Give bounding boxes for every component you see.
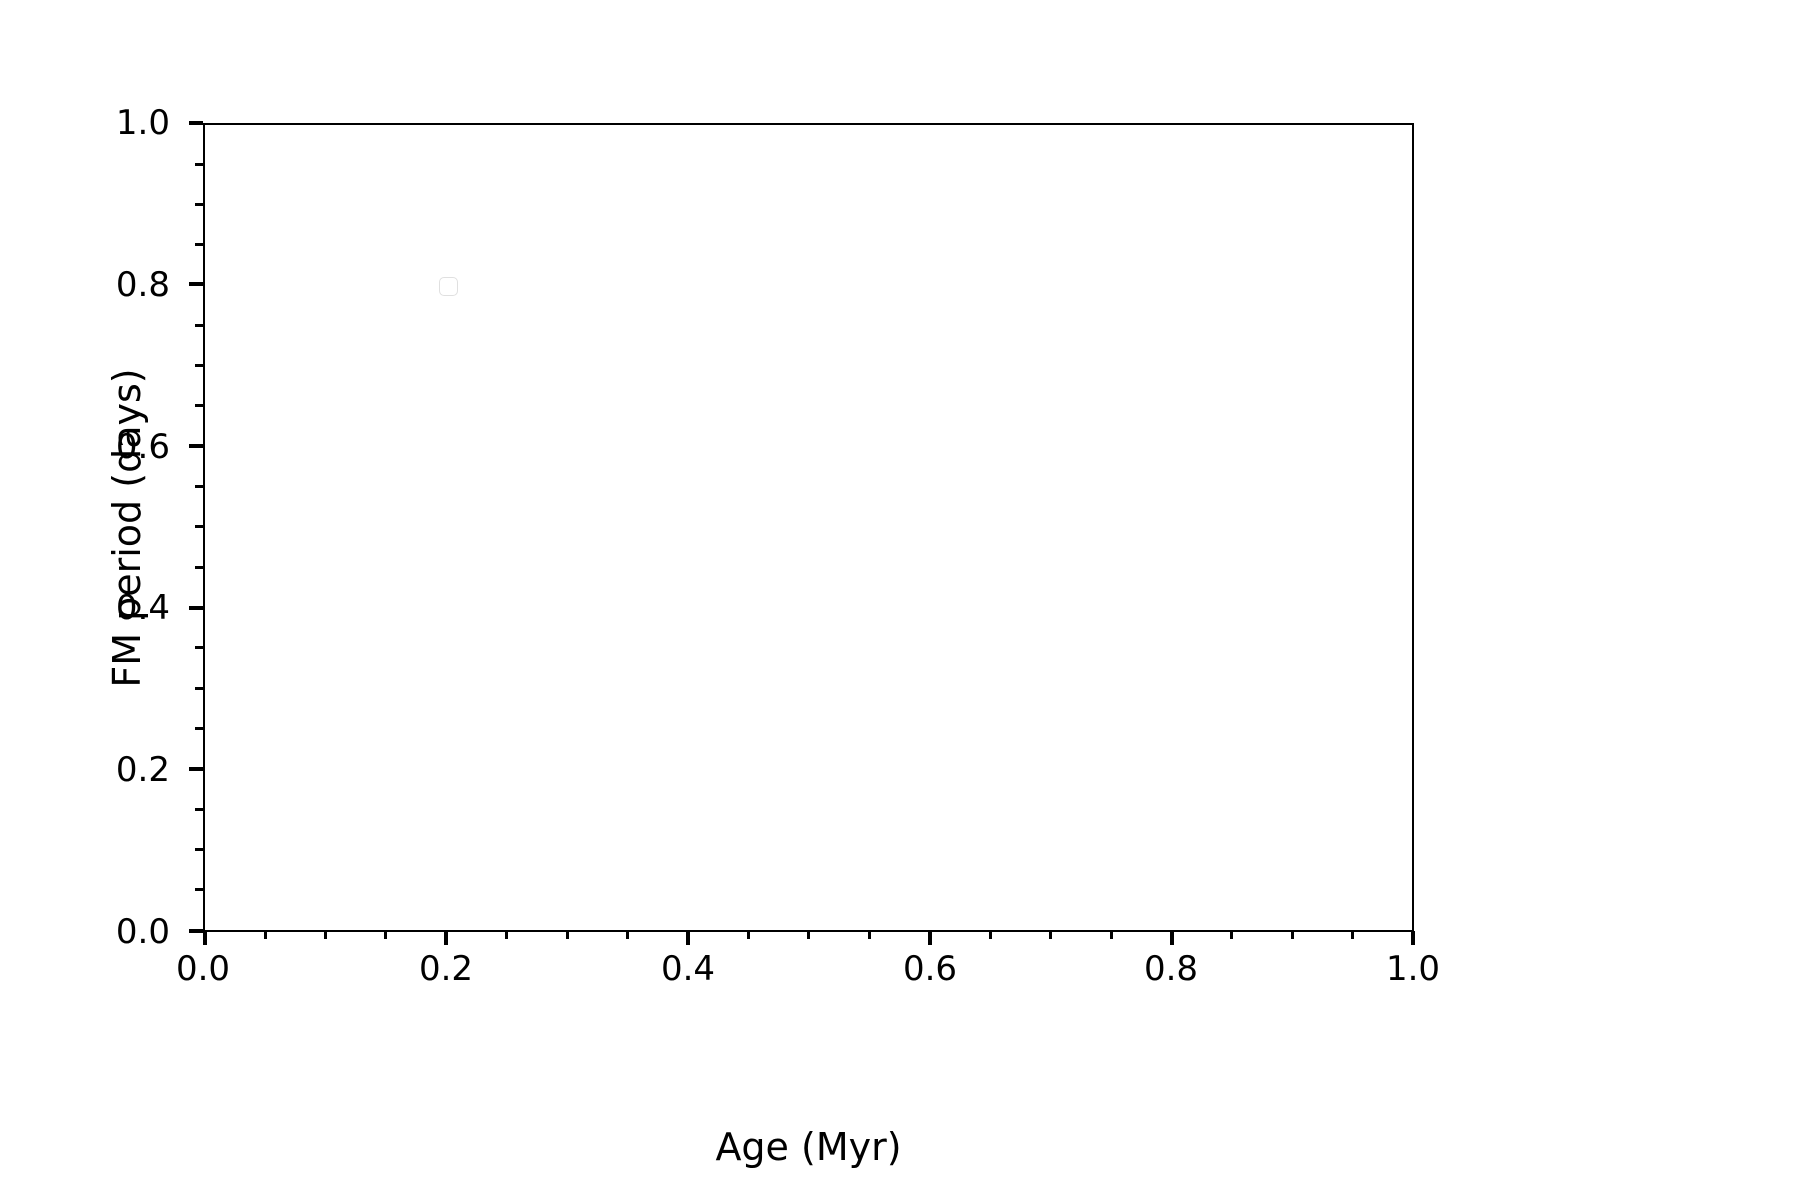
x-axis-minor-tick [1291, 931, 1294, 939]
x-axis-minor-tick [264, 931, 267, 939]
y-axis-tick-label: 0.4 [115, 588, 170, 628]
x-axis-minor-tick [384, 931, 387, 939]
x-axis-tick-label: 0.8 [1143, 949, 1199, 989]
x-axis-minor-tick [1110, 931, 1113, 939]
y-axis-tick-label: 0.8 [115, 265, 170, 305]
x-axis-tick-label: 0.2 [418, 949, 474, 989]
x-axis-minor-tick [505, 931, 508, 939]
y-axis-major-tick [189, 929, 203, 933]
x-axis-minor-tick [1351, 931, 1354, 939]
y-axis-label: FM period (days) [105, 368, 149, 688]
y-axis-minor-tick [195, 203, 203, 206]
x-axis-tick-label: 0.0 [175, 949, 231, 989]
x-axis-minor-tick [626, 931, 629, 939]
y-axis-tick-label: 0.6 [115, 427, 170, 467]
x-axis-major-tick [1411, 931, 1415, 945]
y-axis-minor-tick [195, 646, 203, 649]
y-axis-minor-tick [195, 485, 203, 488]
y-axis-tick-label: 0.2 [115, 750, 170, 790]
y-axis-minor-tick [195, 525, 203, 528]
y-axis-major-tick [189, 121, 203, 125]
plot-data-area [205, 125, 1412, 930]
y-axis-major-tick [189, 606, 203, 610]
y-axis-minor-tick [195, 808, 203, 811]
y-axis-minor-tick [195, 324, 203, 327]
y-axis-minor-tick [195, 727, 203, 730]
x-axis-major-tick [1170, 931, 1174, 945]
x-axis-minor-tick [807, 931, 810, 939]
x-axis-major-tick [928, 931, 932, 945]
x-axis-minor-tick [868, 931, 871, 939]
y-axis-minor-tick [195, 888, 203, 891]
x-axis-minor-tick [1230, 931, 1233, 939]
x-axis-tick-label: 0.6 [902, 949, 958, 989]
y-axis-minor-tick [195, 163, 203, 166]
x-axis-minor-tick [989, 931, 992, 939]
x-axis-minor-tick [324, 931, 327, 939]
y-axis-minor-tick [195, 364, 203, 367]
y-axis-minor-tick [195, 243, 203, 246]
x-axis-minor-tick [747, 931, 750, 939]
x-axis-label: Age (Myr) [715, 1125, 902, 1169]
x-axis-tick-label: 1.0 [1385, 949, 1441, 989]
x-axis-minor-tick [1049, 931, 1052, 939]
plot-axes-frame [203, 123, 1414, 932]
x-axis-minor-tick [566, 931, 569, 939]
y-axis-minor-tick [195, 687, 203, 690]
y-axis-minor-tick [195, 848, 203, 851]
y-axis-tick-label: 1.0 [115, 103, 170, 143]
legend-box[interactable] [439, 277, 458, 296]
y-axis-minor-tick [195, 566, 203, 569]
y-axis-tick-label: 0.0 [115, 912, 170, 952]
y-axis-major-tick [189, 767, 203, 771]
y-axis-major-tick [189, 444, 203, 448]
x-axis-major-tick [686, 931, 690, 945]
y-axis-major-tick [189, 282, 203, 286]
x-axis-major-tick [203, 931, 207, 945]
x-axis-major-tick [444, 931, 448, 945]
y-axis-minor-tick [195, 404, 203, 407]
x-axis-tick-label: 0.4 [660, 949, 716, 989]
